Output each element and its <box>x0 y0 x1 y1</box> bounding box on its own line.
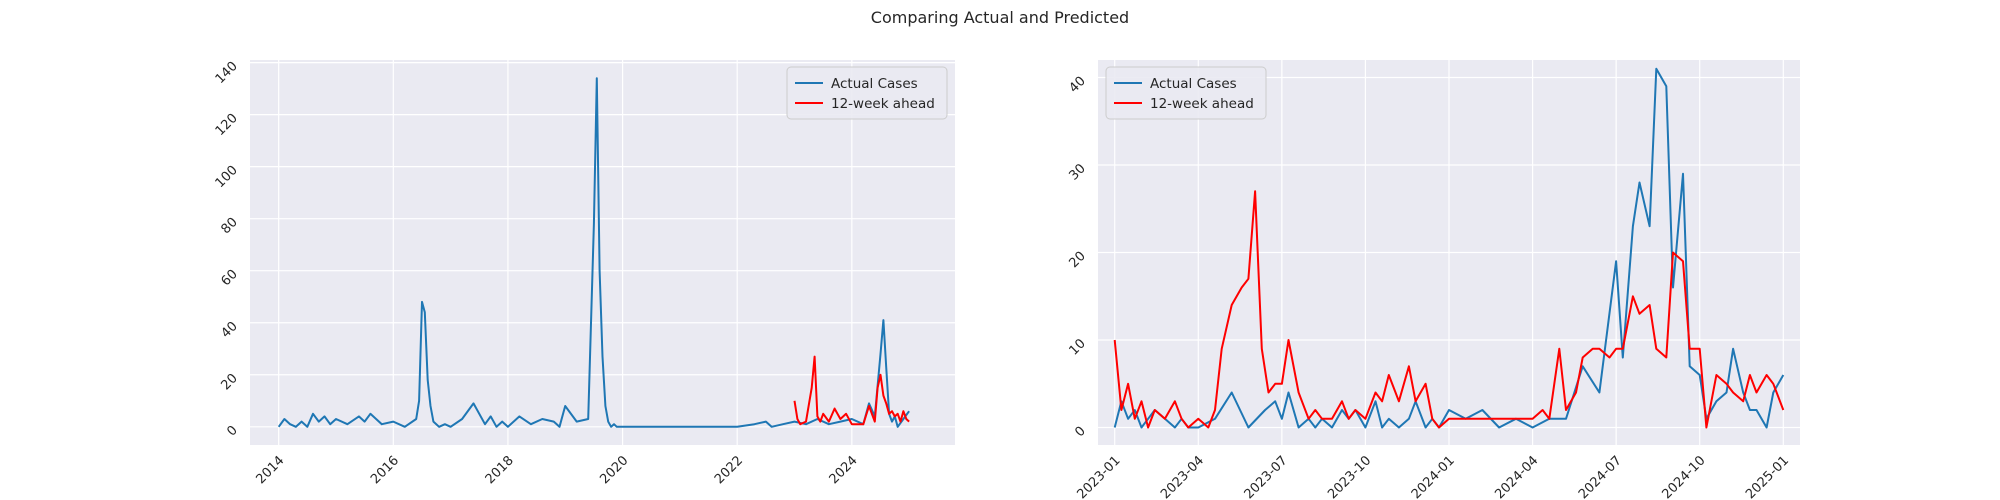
x-tick-label: 2025-01 <box>1743 453 1792 500</box>
series-line-predicted <box>793 355 910 426</box>
x-tick-label: 2024-10 <box>1660 453 1709 500</box>
x-tick-label: 2020 <box>597 453 631 487</box>
y-tick-label: 40 <box>219 319 241 341</box>
y-tick-label: 40 <box>1067 74 1089 96</box>
series-line-actual <box>277 77 910 428</box>
legend-label: 12-week ahead <box>831 96 935 112</box>
y-tick-label: 80 <box>219 215 241 237</box>
y-tick-label: 100 <box>213 163 241 191</box>
x-tick-label: 2016 <box>368 453 402 487</box>
y-tick-label: 10 <box>1067 336 1089 358</box>
y-tick-label: 60 <box>219 267 241 289</box>
legend: Actual Cases 12-week ahead <box>786 66 948 120</box>
y-tick-label: 30 <box>1067 161 1089 183</box>
x-tick-label: 2024 <box>827 453 861 487</box>
chart-panel-left: 0 20 40 60 80 100 120 140 2014 2016 2018 2020 2022 20… <box>213 59 955 487</box>
x-tick-label: 2018 <box>483 453 517 487</box>
x-tick-label: 2022 <box>712 453 746 487</box>
plot-area <box>250 60 955 445</box>
chart-panel-right: 0 10 20 30 40 2023-01 2023-04 2023-07 2023-10 202… <box>1067 60 1800 500</box>
y-tick-label: 20 <box>219 371 241 393</box>
x-tick-label: 2023-07 <box>1242 453 1291 500</box>
y-tick-label: 20 <box>1067 249 1089 271</box>
x-tick-label: 2023-10 <box>1325 453 1374 500</box>
legend: Actual Cases 12-week ahead <box>1105 66 1267 120</box>
x-tick-label: 2023-01 <box>1075 453 1124 500</box>
x-tick-label: 2024-01 <box>1409 453 1458 500</box>
y-tick-label: 0 <box>1072 424 1088 440</box>
figure-title: Comparing Actual and Predicted <box>870 8 1130 27</box>
y-tick-label: 0 <box>224 423 240 439</box>
x-tick-label: 2024-04 <box>1492 453 1541 500</box>
legend-label: Actual Cases <box>831 76 918 92</box>
y-tick-label: 120 <box>213 111 241 139</box>
legend-box <box>786 66 948 120</box>
legend-label: Actual Cases <box>1150 76 1237 92</box>
x-tick-label: 2023-04 <box>1158 453 1207 500</box>
legend-label: 12-week ahead <box>1150 96 1254 112</box>
x-tick-label: 2014 <box>253 453 287 487</box>
y-tick-label: 140 <box>213 59 241 87</box>
legend-box <box>1105 66 1267 120</box>
series-line-predicted <box>1113 190 1785 429</box>
x-tick-label: 2024-07 <box>1576 453 1625 500</box>
